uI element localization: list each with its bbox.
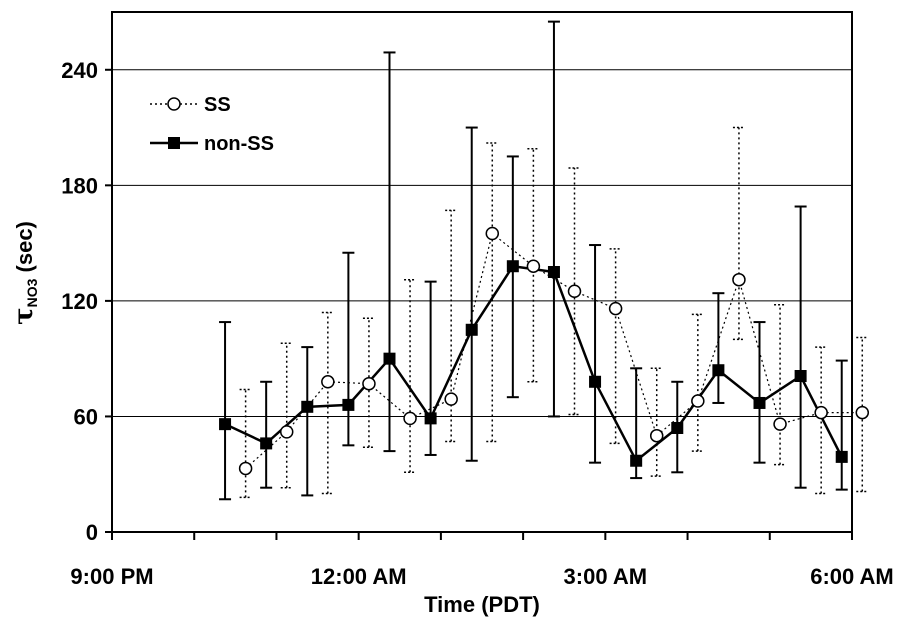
ss-errorbar	[650, 367, 663, 477]
legend-swatch-non-ss-marker	[168, 137, 180, 149]
y-tick-label: 240	[61, 58, 98, 83]
ss-errorbar	[321, 311, 334, 495]
non-ss-point	[342, 398, 355, 411]
ss-errorbar	[280, 342, 293, 489]
non-ss-point	[589, 375, 602, 388]
ss-errorbar	[404, 278, 417, 474]
ss-point	[526, 259, 541, 273]
ss-point	[403, 411, 417, 426]
non-ss-errorbar	[712, 292, 725, 404]
y-tick-label: 120	[61, 289, 98, 314]
ss-errorbar	[486, 142, 499, 443]
ss-errorbar	[239, 388, 252, 499]
non-ss-point	[630, 454, 643, 467]
y-tick-label: 60	[74, 404, 98, 429]
ss-errorbar	[691, 313, 704, 452]
ss-point	[362, 376, 376, 391]
ss-errorbar	[856, 336, 869, 493]
ss-point	[238, 461, 253, 476]
ss-point	[444, 392, 458, 406]
legend-label-ss: SS	[204, 94, 231, 116]
non-ss-point	[835, 450, 848, 463]
non-ss-errorbar	[383, 51, 396, 453]
ss-errorbar	[732, 126, 745, 341]
ss-point	[691, 394, 705, 408]
plot-area-frame	[111, 11, 853, 533]
ss-point	[608, 301, 623, 316]
ss-point	[321, 375, 335, 389]
ss-errorbar	[815, 346, 828, 495]
non-ss-errorbar	[589, 244, 602, 464]
ss-errorbar	[774, 303, 787, 466]
x-tick-label: 3:00 AM	[564, 564, 648, 589]
non-ss-errorbar	[301, 346, 314, 497]
non-ss-point	[383, 352, 396, 365]
non-ss-point	[547, 266, 560, 278]
non-ss-point	[260, 437, 273, 450]
non-ss-errorbar	[260, 380, 273, 489]
non-ss-point	[424, 412, 437, 425]
non-ss-errorbar	[424, 280, 437, 456]
non-ss-errorbar	[835, 359, 848, 491]
y-tick-label: 0	[86, 520, 98, 545]
ss-errorbar	[609, 248, 622, 445]
legend-item-ss: SS	[150, 94, 231, 116]
legend-swatch-ss-marker	[167, 97, 181, 111]
non-ss-point	[753, 396, 766, 409]
non-ss-point	[671, 422, 684, 434]
ss-point	[567, 284, 582, 299]
non-ss-errorbar	[342, 251, 355, 447]
gridlines	[112, 69, 852, 417]
non-ss-errorbar	[794, 205, 807, 489]
non-ss-errorbar	[506, 155, 519, 399]
non-ss-point	[794, 370, 807, 382]
legend: SS non-SS	[150, 94, 274, 155]
non-ss-errorbar	[547, 20, 560, 418]
series-layer	[219, 20, 870, 501]
y-axis-title-symbol: τ	[9, 307, 39, 325]
legend-item-non-ss: non-SS	[150, 133, 274, 155]
y-axis-title-unit: (sec)	[12, 221, 37, 278]
x-tick-label: 9:00 PM	[70, 564, 153, 589]
y-tick-label: 180	[61, 173, 98, 198]
ss-point	[814, 405, 828, 420]
ss-point	[649, 428, 664, 443]
non-ss-errorbar	[753, 321, 766, 464]
y-axis-title-subscript: NO3	[24, 278, 40, 307]
x-axis-title: Time (PDT)	[424, 592, 540, 617]
x-tick-label: 12:00 AM	[311, 564, 407, 589]
ss-point	[279, 425, 294, 439]
ss-point	[732, 272, 746, 287]
ss-point	[773, 417, 787, 431]
non-ss-point	[506, 260, 519, 273]
non-ss-point	[219, 418, 232, 431]
non-ss-errorbar	[465, 126, 478, 462]
legend-label-non-ss: non-SS	[204, 133, 274, 155]
ss-errorbar	[568, 167, 581, 416]
ss-point	[855, 405, 870, 420]
y-axis-title: τNO3 (sec)	[9, 221, 40, 325]
ss-errorbar	[362, 317, 375, 449]
axes: 0 60 120 180 240 9:00 PM 12:00 AM 3:00 AM 6:00 A…	[61, 58, 893, 589]
non-ss-errorbar	[219, 321, 232, 501]
ss-point	[485, 226, 500, 241]
non-ss-point	[465, 323, 478, 336]
non-ss-point	[301, 400, 314, 413]
x-tick-label: 6:00 AM	[810, 564, 894, 589]
non-ss-point	[712, 364, 725, 377]
ss-errorbar	[445, 209, 458, 443]
